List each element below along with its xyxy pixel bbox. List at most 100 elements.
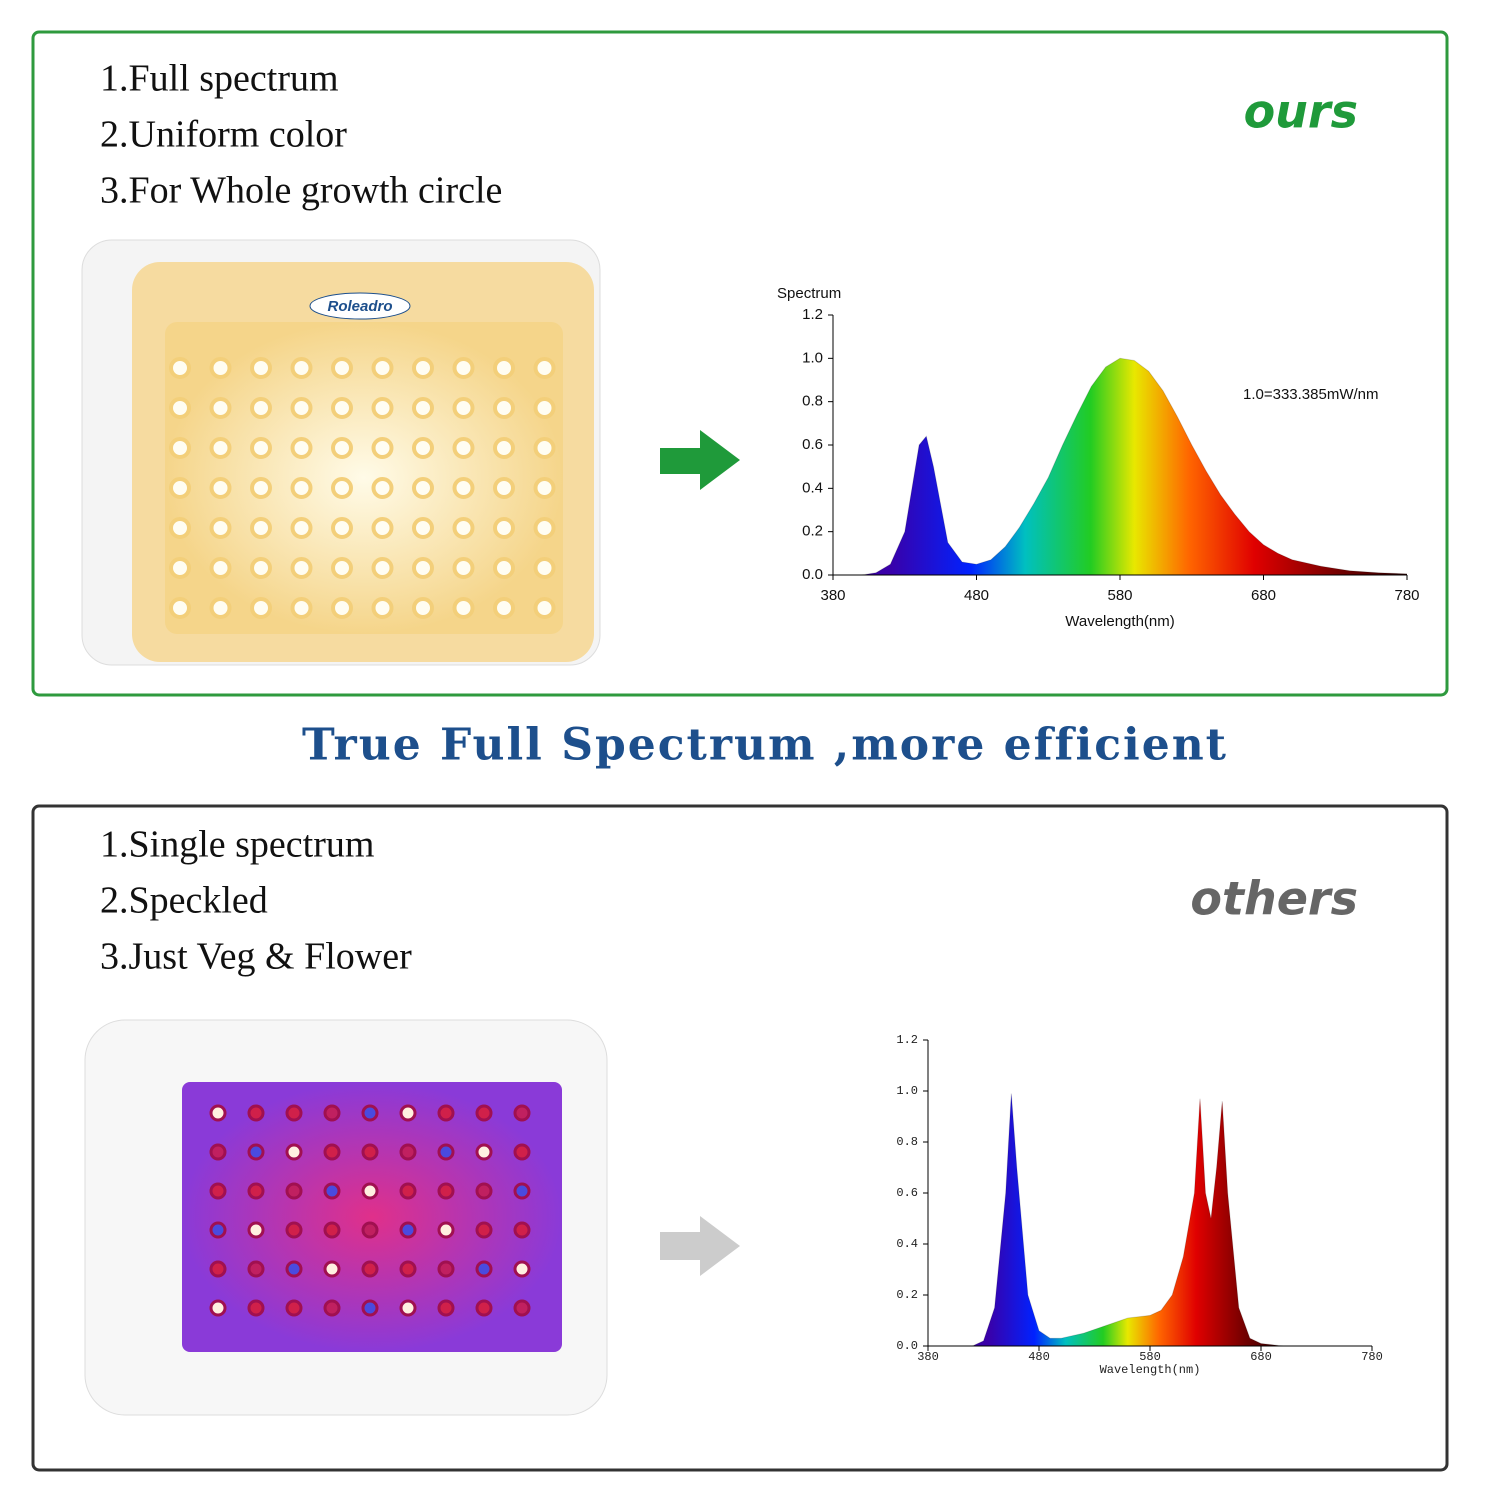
led [399, 1221, 417, 1239]
top-panel [31, 30, 1449, 697]
led [513, 1182, 531, 1200]
led [285, 1221, 303, 1239]
led [513, 1260, 531, 1278]
led [290, 357, 313, 379]
led [169, 437, 191, 459]
led [437, 1260, 455, 1278]
leds [209, 1104, 531, 1317]
led [169, 517, 191, 539]
led [452, 557, 475, 579]
led [412, 557, 434, 579]
led [437, 1221, 455, 1239]
top-features: 1.Full spectrum 2.Uniform color 3.For Wh… [100, 58, 502, 212]
y-tick-label: 0.6 [802, 436, 823, 453]
x-tick-label: 780 [1361, 1350, 1383, 1364]
led [371, 437, 394, 459]
led [209, 357, 232, 379]
led [533, 397, 556, 419]
annotation: 1.0=333.385mW/nm [1243, 386, 1379, 403]
lamp-others [84, 1019, 608, 1416]
led [209, 1221, 227, 1239]
led [533, 597, 556, 619]
led [437, 1143, 455, 1161]
logo [309, 292, 411, 320]
x-tick-label: 780 [1394, 587, 1419, 604]
led [250, 357, 272, 379]
led [412, 597, 434, 619]
led [493, 597, 515, 619]
led [475, 1260, 493, 1278]
led [513, 1104, 531, 1122]
led [452, 397, 475, 419]
led [323, 1221, 341, 1239]
led [209, 1143, 227, 1161]
led [331, 397, 353, 419]
feature: 2.Uniform color [100, 114, 347, 156]
led [285, 1260, 303, 1278]
led [371, 557, 394, 579]
led [493, 477, 515, 499]
x-axis-label: Wavelength(nm) [1100, 1363, 1201, 1377]
led [169, 557, 191, 579]
led [533, 517, 556, 539]
led [371, 517, 394, 539]
led [452, 437, 475, 459]
led [412, 517, 434, 539]
led [290, 477, 313, 499]
x-tick-label: 380 [917, 1350, 939, 1364]
headline: True Full Spectrum ,more efficient [302, 720, 1228, 771]
y-tick-label: 0.2 [896, 1288, 918, 1302]
led [209, 1104, 227, 1122]
arrow [660, 1216, 740, 1276]
led [475, 1143, 493, 1161]
led [475, 1182, 493, 1200]
led [371, 477, 394, 499]
spectrum-line [861, 357, 1408, 576]
x-axis-label: Wavelength(nm) [1065, 613, 1174, 630]
led [331, 477, 353, 499]
led [399, 1104, 417, 1122]
feature: 1.Full spectrum [100, 58, 339, 100]
led [209, 1182, 227, 1200]
led [247, 1143, 265, 1161]
y-tick-label: 0.6 [896, 1186, 918, 1200]
y-tick-label: 1.2 [896, 1033, 918, 1047]
led [290, 517, 313, 539]
led [513, 1221, 531, 1239]
y-tick-label: 0.8 [896, 1135, 918, 1149]
feature: 3.For Whole growth circle [100, 170, 502, 212]
led [209, 557, 232, 579]
x-tick-label: 680 [1251, 587, 1276, 604]
led [169, 357, 191, 379]
led [437, 1182, 455, 1200]
arrow [660, 430, 740, 490]
led [323, 1182, 341, 1200]
x-tick-label: 680 [1250, 1350, 1272, 1364]
lamp-ours: Roleadro [81, 239, 601, 666]
led [399, 1299, 417, 1317]
led [533, 357, 556, 379]
led [285, 1143, 303, 1161]
y-axis-label: Spectrum [777, 285, 841, 302]
led [331, 517, 353, 539]
led [323, 1260, 341, 1278]
led [493, 357, 515, 379]
led [331, 597, 353, 619]
led [399, 1182, 417, 1200]
led [331, 437, 353, 459]
led [290, 557, 313, 579]
led [361, 1221, 379, 1239]
led [412, 477, 434, 499]
feature: 2.Speckled [100, 880, 268, 922]
bottom-panel [31, 804, 1449, 1472]
led [399, 1260, 417, 1278]
led [493, 517, 515, 539]
bottom-features: 1.Single spectrum 2.Speckled 3.Just Veg … [100, 824, 412, 978]
area-fill [861, 358, 1407, 575]
chart: 0.0 0.2 0.4 0.6 0.8 1.0 1.2 380 480 580 680 780 Wave… [777, 285, 1420, 630]
y-tick-label: 0.0 [896, 1339, 918, 1353]
y-tick-label: 0.8 [802, 393, 823, 410]
x-tick-label: 580 [1139, 1350, 1161, 1364]
led [331, 357, 353, 379]
led [285, 1182, 303, 1200]
